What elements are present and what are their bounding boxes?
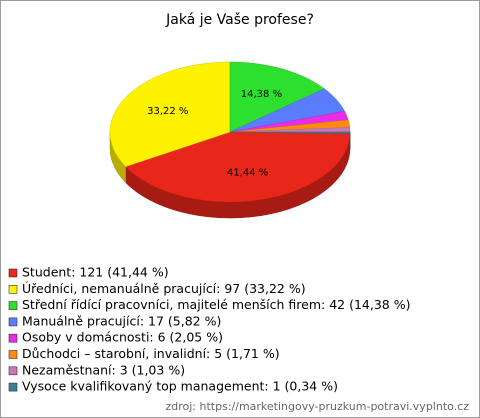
slice [229,88,345,133]
value-label: 41,44 % [227,168,268,179]
source: zdroj: https://marketingovy-pruzkum-potr… [165,400,469,413]
legend-label: Osoby v domácnosti: 6 (2,05 %) [22,330,223,345]
legend-label: Důchodci – starobní, invalidní: 5 (1,71 … [22,346,280,361]
legend-swatch [8,350,18,359]
legend-swatch [8,317,18,327]
slice [229,61,325,133]
value-label: 14,38 % [241,89,282,100]
slice [109,61,231,167]
slice [125,131,351,203]
legend-swatch [8,366,18,376]
value-label: 33,22 % [147,106,188,117]
legend-label: Nezaměstnaní: 3 (1,03 %) [22,362,185,377]
legend-swatch [8,333,18,343]
legend-label: Student: 121 (41,44 %) [22,265,169,280]
legend-label: Vysoce kvalifikovaný top management: 1 (… [22,379,338,394]
pie-tops [109,61,351,203]
legend-swatch [8,268,18,278]
slice [229,131,351,134]
legend-swatch [8,284,18,294]
legend-swatch [8,301,18,310]
legend-label: Střední řídící pracovníci, majitelé menš… [22,297,410,312]
legend-swatch [8,382,18,392]
chart-title: Jaká je Vaše profese? [165,12,314,28]
legend-label: Úředníci, nemanuálně pracující: 97 (33,2… [22,281,306,296]
legend-label: Manuálně pracující: 17 (5,82 %) [22,313,221,328]
